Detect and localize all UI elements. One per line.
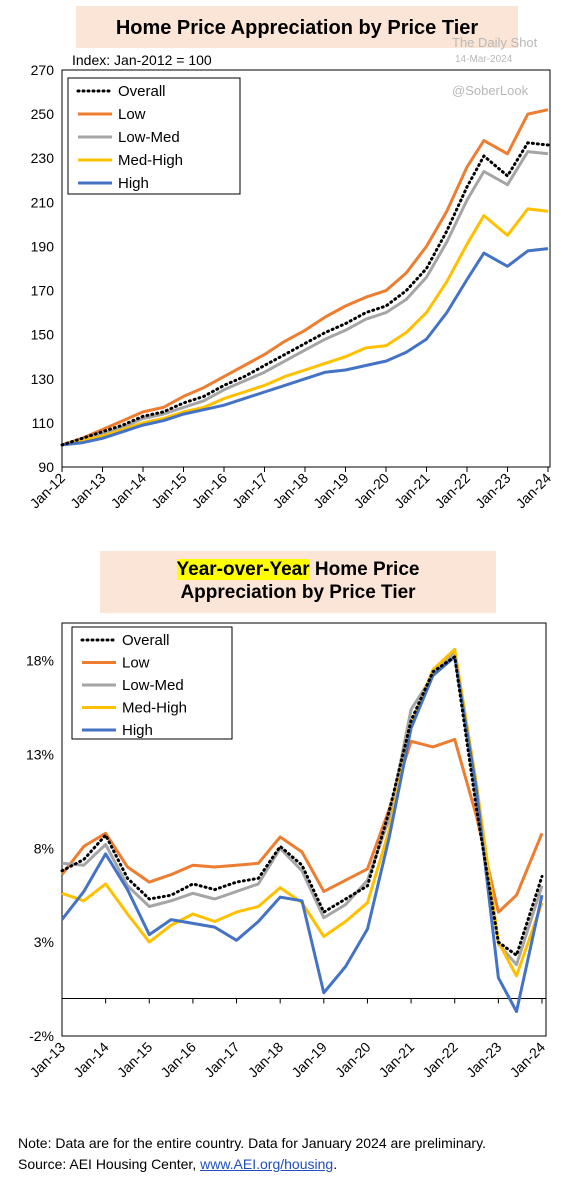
legend-label: Low [118,106,146,123]
legend-label: Overall [122,632,170,649]
note-text: Note: Data are for the entire country. D… [18,1135,486,1151]
chart1-subtitle: Index: Jan-2012 = 100 [72,52,212,68]
x-tick-label: Jan-14 [70,1039,112,1081]
x-tick-label: Jan-15 [114,1039,156,1081]
source-suffix: . [333,1156,338,1172]
series-line-low [61,108,549,447]
x-tick-label: Jan-17 [201,1039,243,1081]
y-tick-label: 3% [34,934,54,950]
series-line-low [60,737,544,914]
footnote: Note: Data are for the entire country. D… [18,1133,486,1175]
x-tick-label: Jan-21 [376,1039,418,1081]
y-tick-label: 230 [31,150,55,166]
watermark-handle: @SoberLook [452,83,529,98]
series-line-low-med [61,150,549,447]
watermark-source: The Daily Shot [452,35,538,50]
source-line: Source: AEI Housing Center, www.AEI.org/… [18,1154,486,1175]
chart2-title-line2: Appreciation by Price Tier [180,582,416,603]
watermark-date: 14-Mar-2024 [455,54,513,65]
series-line-overall [60,141,550,447]
legend-label: Low-Med [118,129,180,146]
plot-frame [61,622,547,1037]
legend-label: Low-Med [122,677,184,694]
y-tick-label: 8% [34,840,54,856]
legend-label: High [118,175,149,192]
legend-label: High [122,722,153,739]
chart1-title: Home Price Appreciation by Price Tier [76,6,518,48]
series-line-med-high [61,207,549,447]
chart1-plot: 90110130150170190210230250270Jan-12Jan-1… [27,62,555,511]
y-tick-label: 13% [26,746,54,762]
x-tick-label: Jan-18 [245,1039,287,1081]
y-tick-label: 90 [38,459,54,475]
plot-frame [61,69,551,468]
y-tick-label: 270 [31,62,55,78]
x-tick-label: Jan-24 [507,1039,549,1081]
x-tick-label: Jan-19 [288,1039,330,1081]
y-tick-label: 190 [31,238,55,254]
y-tick-label: 250 [31,106,55,122]
chart2-title-rest: Home Price [309,559,420,580]
chart2-title: Year-over-Year Home Price Appreciation b… [100,551,496,613]
x-tick-label: Jan-13 [27,1039,69,1081]
y-tick-label: 210 [31,194,55,210]
x-tick-label: Jan-22 [419,1039,461,1081]
y-tick-label: 110 [32,415,55,431]
y-tick-label: 130 [31,371,55,387]
series-line-overall [60,655,544,957]
y-tick-label: 170 [31,283,55,299]
y-tick-label: -2% [29,1028,54,1044]
series-line-high [61,247,549,447]
x-tick-label: Jan-20 [332,1039,374,1081]
legend-label: Med-High [122,700,187,717]
legend-label: Overall [118,83,166,100]
legend-label: Low [122,655,150,672]
source-link[interactable]: www.AEI.org/housing [200,1156,334,1172]
x-tick-label: Jan-23 [463,1039,505,1081]
legend-label: Med-High [118,152,183,169]
source-prefix: Source: AEI Housing Center, [18,1156,201,1172]
chart2-title-highlight: Year-over-Year [176,559,310,580]
y-tick-label: 18% [26,653,54,669]
x-tick-label: Jan-16 [157,1039,199,1081]
legend-box [71,626,233,740]
y-tick-label: 150 [31,327,55,343]
